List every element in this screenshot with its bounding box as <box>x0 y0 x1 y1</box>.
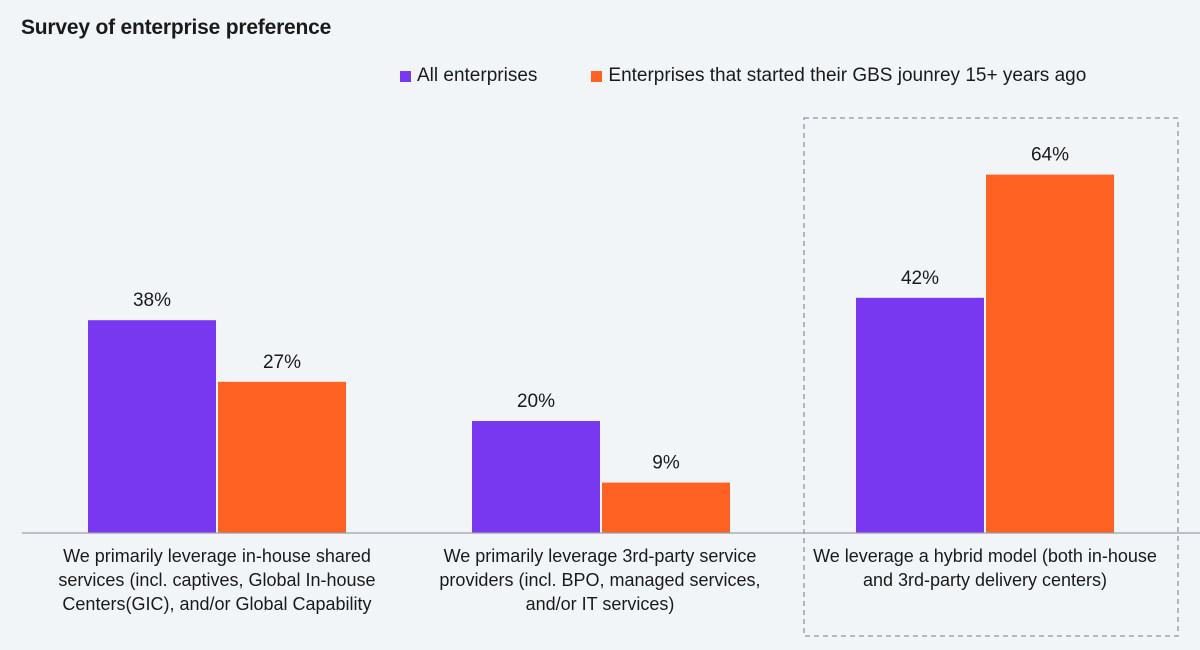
category-label-hybrid: We leverage a hybrid model (both in-hous… <box>813 546 1157 590</box>
bar-series0-cat2 <box>856 297 984 533</box>
chart-title: Survey of enterprise preference <box>21 16 332 39</box>
legend: All enterprises Enterprises that started… <box>400 65 1140 87</box>
bar-series1-cat2 <box>986 174 1114 533</box>
legend-label-mature-enterprises: Enterprises that started their GBS jounr… <box>608 65 1087 86</box>
category-label-in-house: We primarily leverage in-house shared se… <box>58 546 376 614</box>
bar-series1-cat0 <box>218 381 346 533</box>
data-label-series1-cat1: 9% <box>652 453 680 474</box>
category-label-third-party: We primarily leverage 3rd-party service … <box>439 546 761 614</box>
bar-series0-cat0 <box>88 320 216 533</box>
highlight-box <box>803 117 1179 637</box>
data-label-series0-cat1: 20% <box>517 391 555 412</box>
legend-entry-all-enterprises: All enterprises <box>400 65 537 87</box>
legend-swatch-mature-enterprises <box>591 70 603 82</box>
legend-entry-mature-enterprises: Enterprises that started their GBS jounr… <box>591 65 1086 87</box>
data-label-series1-cat0: 27% <box>263 352 301 373</box>
legend-swatch-all-enterprises <box>400 70 411 82</box>
data-label-series1-cat2: 64% <box>1031 145 1069 166</box>
legend-label-all-enterprises: All enterprises <box>417 65 538 86</box>
bar-series0-cat1 <box>472 421 600 533</box>
data-label-series0-cat0: 38% <box>133 290 171 311</box>
data-label-series0-cat2: 42% <box>901 268 939 289</box>
bar-series1-cat1 <box>602 482 730 533</box>
